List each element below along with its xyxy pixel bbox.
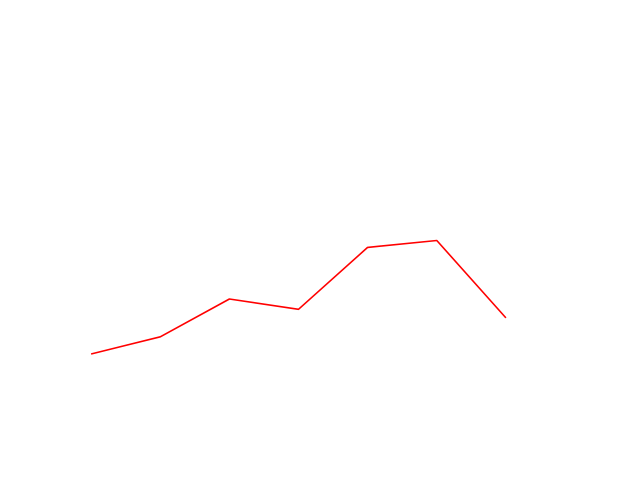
series-line-0: [90, 239, 507, 355]
